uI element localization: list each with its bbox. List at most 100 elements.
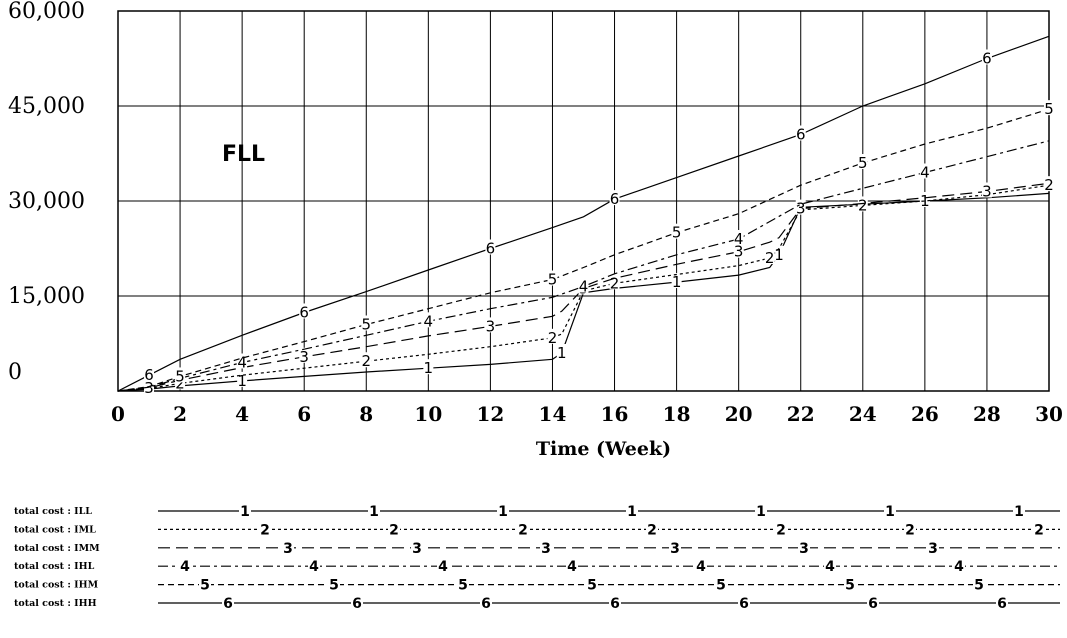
series-lines: 1111112222222333333344444555555666666 <box>117 35 1054 397</box>
series-marker-bg <box>578 277 589 293</box>
x-tick-label: 0 <box>111 402 125 426</box>
series-marker-1: 1 <box>557 344 567 362</box>
series-marker-bg <box>144 366 155 382</box>
x-tick-label: 20 <box>725 402 753 426</box>
series-marker-bg <box>981 182 992 198</box>
legend-marker-bg <box>222 595 234 610</box>
series-marker-bg <box>609 190 620 206</box>
legend-marker-bg <box>669 539 681 555</box>
legend-marker-6: 6 <box>997 596 1007 612</box>
series-marker-bg <box>795 125 806 141</box>
legend-marker-4: 4 <box>825 559 835 575</box>
y-tick-label: 0 <box>8 360 22 385</box>
x-tick-label: 8 <box>359 402 373 426</box>
x-tick-label: 28 <box>973 402 1001 426</box>
legend-label: total cost : IHH <box>14 598 97 609</box>
series-marker-bg <box>175 367 186 383</box>
legend-marker-bg <box>775 521 787 537</box>
series-marker-3: 3 <box>734 243 744 261</box>
series-marker-bg <box>919 163 930 179</box>
y-tick-label: 45,000 <box>8 94 85 119</box>
legend-marker-6: 6 <box>352 596 362 612</box>
series-marker-bg <box>423 312 434 328</box>
series-marker-2: 2 <box>610 274 620 292</box>
legend-marker-1: 1 <box>756 504 766 520</box>
series-line-2 <box>117 184 1050 392</box>
legend-marker-bg <box>497 503 509 518</box>
legend-marker-bg <box>199 576 211 592</box>
legend-marker-5: 5 <box>200 578 210 594</box>
series-marker-1: 1 <box>424 359 434 377</box>
series-line-6 <box>117 35 1050 392</box>
series-marker-bg <box>485 239 496 255</box>
x-axis-tick-labels: 0 2 4 6 8 10 12 14 16 18 20 22 24 26 28 30 <box>111 402 1063 426</box>
series-marker-5: 5 <box>672 224 682 242</box>
series-marker-bg <box>299 347 310 363</box>
series-marker-2: 2 <box>548 329 558 347</box>
series-marker-6: 6 <box>982 50 992 68</box>
series-marker-5: 5 <box>548 271 558 289</box>
series-marker-3: 3 <box>299 348 309 366</box>
legend-marker-bg <box>867 595 879 610</box>
legend-marker-bg <box>437 558 449 574</box>
series-marker-6: 6 <box>610 190 620 208</box>
legend-marker-bg <box>824 558 836 574</box>
legend-marker-bg <box>388 521 400 537</box>
series-marker-5: 5 <box>858 154 868 172</box>
legend-marker-5: 5 <box>716 578 726 594</box>
series-marker-1: 1 <box>774 246 784 264</box>
legend-marker-bg <box>798 539 810 555</box>
series-marker-5: 5 <box>175 367 185 385</box>
series-marker-bg <box>1044 100 1054 116</box>
legend-marker-bg <box>738 595 750 610</box>
series-marker-bg <box>547 270 558 286</box>
series-marker-3: 3 <box>486 317 496 335</box>
legend-marker-5: 5 <box>458 578 468 594</box>
series-marker-bg <box>299 303 310 319</box>
legend: total cost : ILL 1 1 1 1 1 1 1 total cost : IML 2… <box>14 503 1060 612</box>
series-marker-bg <box>733 242 744 258</box>
legend-marker-1: 1 <box>885 504 895 520</box>
grid-lines <box>117 10 1050 392</box>
x-tick-label: 16 <box>601 402 629 426</box>
legend-marker-bg <box>904 521 916 537</box>
legend-label: total cost : IML <box>14 524 96 535</box>
x-axis-label: Time (Week) <box>536 438 671 460</box>
legend-marker-bg <box>239 503 251 518</box>
legend-marker-bg <box>517 521 529 537</box>
legend-marker-2: 2 <box>776 522 786 538</box>
y-tick-label: 15,000 <box>8 284 85 309</box>
legend-marker-3: 3 <box>412 541 422 557</box>
series-marker-5: 5 <box>1044 100 1054 118</box>
series-marker-bg <box>423 359 434 375</box>
x-tick-label: 2 <box>173 402 187 426</box>
legend-marker-3: 3 <box>799 541 809 557</box>
legend-marker-4: 4 <box>567 559 577 575</box>
legend-marker-2: 2 <box>518 522 528 538</box>
legend-marker-3: 3 <box>670 541 680 557</box>
legend-label: total cost : ILL <box>14 506 92 517</box>
legend-marker-bg <box>715 576 727 592</box>
x-tick-label: 24 <box>849 402 877 426</box>
series-marker-6: 6 <box>144 366 154 384</box>
series-marker-2: 2 <box>361 352 371 370</box>
series-marker-3: 3 <box>982 183 992 201</box>
series-marker-bg <box>795 199 806 215</box>
legend-marker-bg <box>626 503 638 518</box>
x-tick-label: 30 <box>1035 402 1063 426</box>
legend-marker-bg <box>282 539 294 555</box>
legend-marker-4: 4 <box>696 559 706 575</box>
series-marker-bg <box>981 49 992 65</box>
legend-marker-6: 6 <box>868 596 878 612</box>
series-marker-2: 2 <box>175 374 185 392</box>
series-marker-2: 2 <box>765 249 775 267</box>
legend-marker-1: 1 <box>627 504 637 520</box>
legend-marker-6: 6 <box>610 596 620 612</box>
series-marker-3: 3 <box>144 379 154 397</box>
series-marker-bg <box>857 154 868 169</box>
x-tick-label: 22 <box>787 402 815 426</box>
legend-label: total cost : IHL <box>14 561 95 572</box>
legend-marker-bg <box>755 503 767 518</box>
legend-marker-bg <box>695 558 707 574</box>
x-tick-label: 12 <box>476 402 504 426</box>
